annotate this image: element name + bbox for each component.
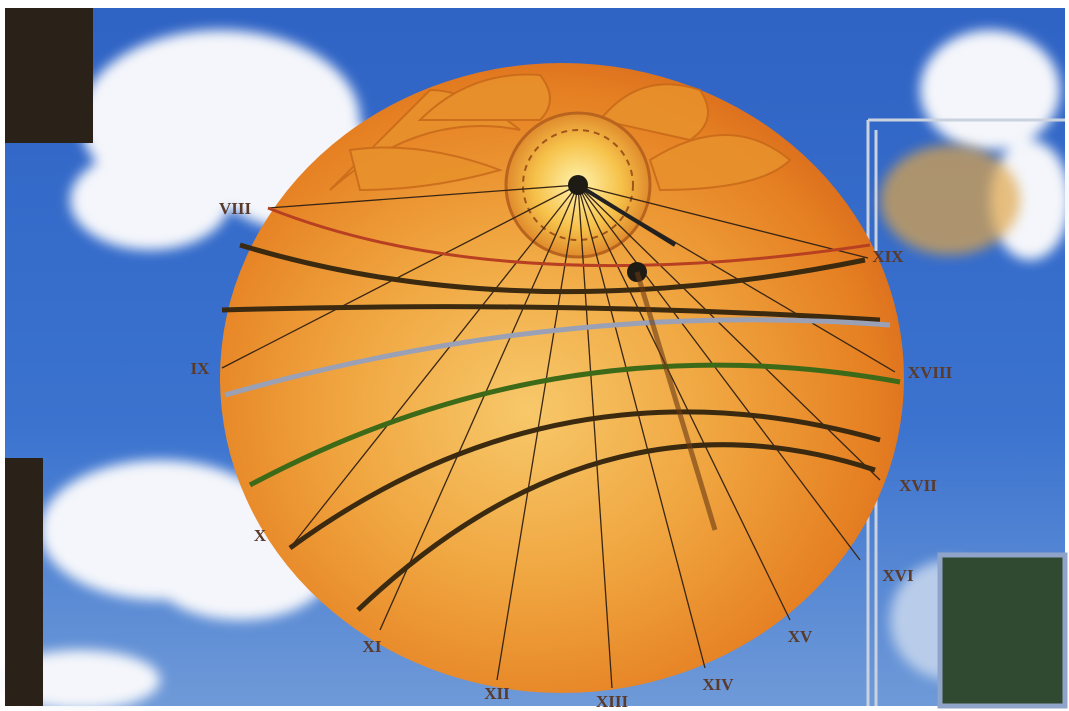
hour-line [577,184,861,561]
hour-label: XII [484,684,510,703]
hour-label: XI [363,637,382,656]
painted-cloud [880,145,1020,255]
window-left-top [5,8,93,143]
hour-labels: VIII IX X XI XII XIII XIV XV XVI XVII XVIII XIX [191,199,953,711]
hour-line [577,184,881,481]
hour-label: XIII [596,692,629,711]
hour-line [577,184,613,689]
hour-line [267,184,579,209]
sun-rays [329,73,792,192]
window-right [937,552,1068,709]
hour-line [379,184,579,631]
window-left-bottom [5,458,43,706]
hour-line [289,184,579,549]
hour-label: XVII [899,476,937,495]
hour-label: VIII [219,199,252,218]
sun-ring [522,129,634,241]
gnomon [576,183,677,247]
hour-line [221,184,579,369]
declination-lines [221,206,901,612]
hour-label: XIV [702,675,734,694]
hour-label: X [254,526,267,545]
gnomon-base [568,175,588,195]
hour-line [496,184,579,681]
gnomon-shadow [634,271,718,531]
hour-label: XVIII [908,363,953,382]
hour-line [577,184,791,621]
hour-label: IX [191,359,211,378]
hour-line [577,184,869,259]
hour-label: XV [788,627,813,646]
hour-label: XIX [872,247,904,266]
hour-label: XVI [882,566,914,585]
